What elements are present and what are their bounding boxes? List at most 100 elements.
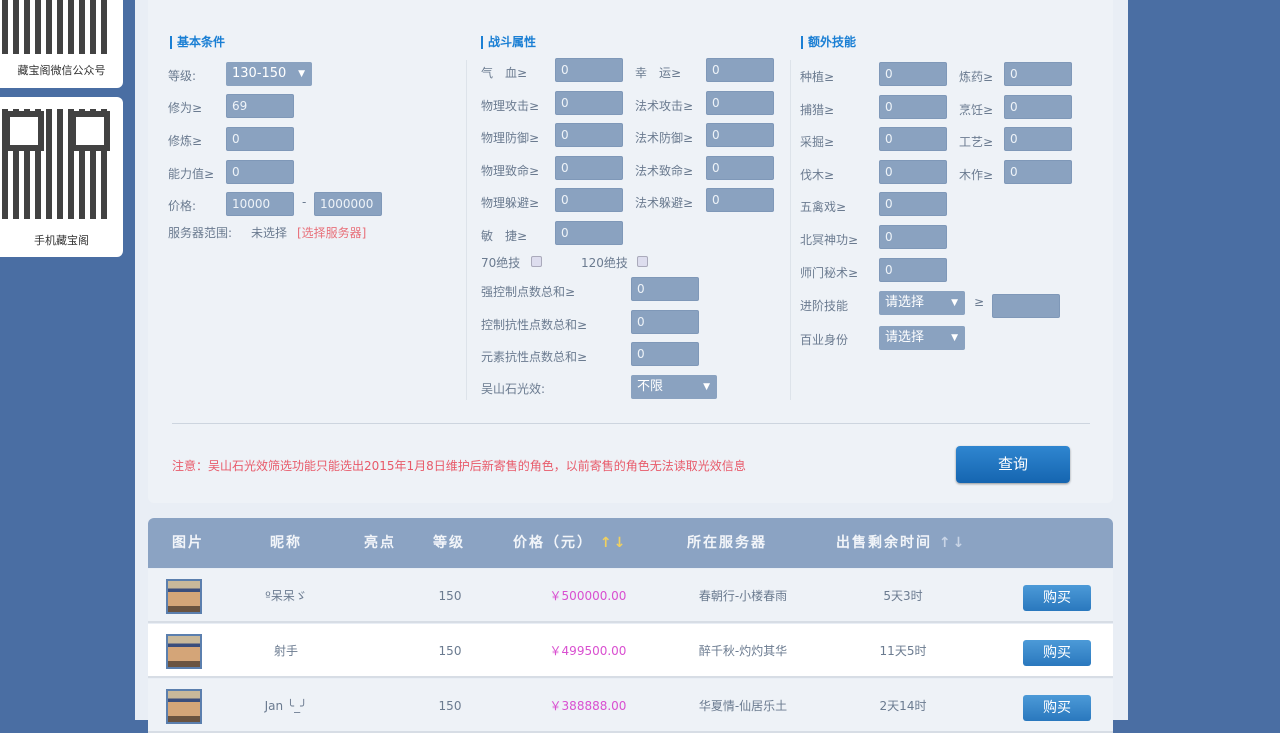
wechat-qr-code [2,0,112,54]
identity-label: 百业身份 [800,333,849,347]
advanced-skill-select[interactable]: 请选择 ▼ [879,291,965,315]
avatar[interactable] [166,579,202,614]
combat-label: 物理躲避≥ [481,196,540,211]
nengli-input[interactable] [226,160,294,184]
combat-input[interactable] [555,90,623,115]
table-row: Jan ╰_╯ 150 ￥388888.00 华夏情-仙居乐土 2天14时 购买 [148,679,1113,733]
extra-input[interactable] [879,94,947,119]
identity-select[interactable]: 请选择 ▼ [879,326,965,350]
divider [790,60,791,400]
sum-input[interactable] [631,309,699,334]
extra-input[interactable] [879,62,947,86]
query-button[interactable]: 查询 [956,446,1070,483]
col-image: 图片 [172,535,204,551]
sum-input[interactable] [631,342,699,367]
xiuwei-input[interactable] [226,94,294,118]
col-price-label: 价格（元） [513,535,593,551]
col-price[interactable]: 价格（元） ↑↓ [513,518,627,568]
combat-input[interactable] [706,188,774,213]
extra-label: 伐木≥ [800,167,835,182]
extra-label: 木作≥ [959,167,994,182]
extra-section-title: 额外技能 [801,36,856,49]
extra-input[interactable] [879,225,947,249]
wushan-label: 吴山石光效: [481,382,546,396]
combat-input[interactable] [555,221,623,245]
col-highlights: 亮点 [364,535,396,551]
avatar[interactable] [166,689,202,724]
extra-label: 种植≥ [800,70,835,84]
combat-label: 物理防御≥ [481,131,540,146]
combat-input[interactable] [706,90,774,115]
price-min-input[interactable] [226,192,294,216]
nickname[interactable]: 射手 [273,644,298,658]
chevron-down-icon: ▼ [298,69,305,79]
advanced-skill-value: 请选择 [885,295,925,310]
combat-label: 法术致命≥ [635,163,694,178]
combat-input[interactable] [555,123,623,148]
level-label: 等级: [168,69,197,83]
extra-label: 采掘≥ [800,135,835,150]
price: ￥499500.00 [549,644,627,658]
avatar[interactable] [166,634,202,669]
mobile-qr-card: 手机藏宝阁 [0,97,123,257]
price: ￥388888.00 [549,699,627,713]
sort-arrows-icon[interactable]: ↑↓ [599,535,628,551]
extra-input[interactable] [1004,94,1072,119]
nengli-label: 能力值≥ [168,167,215,181]
skill120-checkbox[interactable] [637,256,648,267]
buy-button[interactable]: 购买 [1023,695,1091,721]
combat-label: 法术防御≥ [635,131,694,146]
combat-input[interactable] [555,58,623,82]
extra-input[interactable] [879,159,947,184]
extra-label: 师门秘术≥ [800,265,859,280]
extra-input[interactable] [1004,62,1072,86]
advanced-skill-input[interactable] [992,294,1060,318]
level: 150 [438,699,462,713]
combat-input[interactable] [555,155,623,180]
buy-button[interactable]: 购买 [1023,640,1091,666]
select-server-link[interactable]: [选择服务器] [297,226,367,240]
sort-arrows-icon[interactable]: ↑↓ [938,535,967,551]
nickname[interactable]: Jan ╰_╯ [264,699,308,713]
gte-sign: ≥ [974,295,985,309]
xiulian-input[interactable] [226,127,294,151]
nickname[interactable]: º呆呆ゞ [265,589,307,603]
xiulian-label: 修炼≥ [168,134,203,148]
basic-section-title: 基本条件 [170,36,225,49]
time-left: 11天5时 [879,644,927,658]
combat-label: 法术躲避≥ [635,196,694,211]
server-value: 未选择 [251,226,288,240]
buy-button[interactable]: 购买 [1023,585,1091,611]
sum-input[interactable] [631,277,699,301]
col-nickname: 昵称 [270,535,302,551]
skill70-checkbox[interactable] [531,256,542,267]
extra-input[interactable] [879,257,947,282]
combat-label: 法术攻击≥ [635,98,694,113]
extra-input[interactable] [879,127,947,152]
combat-input[interactable] [706,58,774,82]
sum-label: 控制抗性点数总和≥ [481,317,588,332]
extra-input[interactable] [879,192,947,217]
col-time-left[interactable]: 出售剩余时间 ↑↓ [836,518,966,568]
price-separator: - [302,195,307,209]
level: 150 [438,589,462,603]
extra-input[interactable] [1004,127,1072,152]
level-select[interactable]: 130-150 ▼ [226,62,312,86]
notice-text: 注意：吴山石光效筛选功能只能选出2015年1月8日维护后新寄售的角色，以前寄售的… [172,459,746,473]
extra-label: 工艺≥ [959,135,994,150]
wushan-select[interactable]: 不限 ▼ [631,375,717,399]
time-left: 2天14时 [879,699,927,713]
combat-input[interactable] [706,123,774,148]
price-max-input[interactable] [314,192,382,216]
combat-label: 幸 运≥ [635,66,682,80]
extra-label: 捕猎≥ [800,102,835,117]
combat-input[interactable] [706,155,774,180]
sum-label: 元素抗性点数总和≥ [481,350,588,365]
table-header: 图片 昵称 亮点 等级 价格（元） ↑↓ 所在服务器 出售剩余时间 ↑↓ [148,518,1113,568]
extra-label: 北冥神功≥ [800,233,859,247]
combat-input[interactable] [555,188,623,213]
skill70-label: 70绝技 [481,256,521,270]
col-time-label: 出售剩余时间 [836,535,932,551]
extra-input[interactable] [1004,159,1072,184]
col-level: 等级 [433,535,465,551]
